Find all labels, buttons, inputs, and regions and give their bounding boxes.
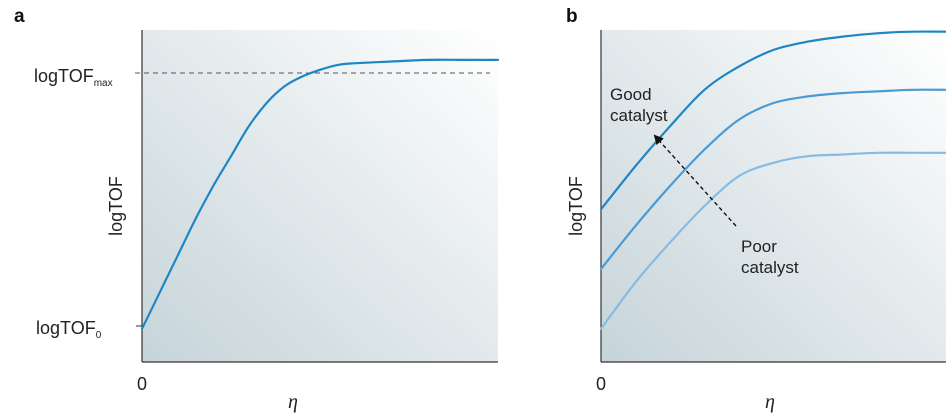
panel-b-x-tick-label-0: 0: [596, 374, 606, 394]
panel-a-plot-background: [142, 30, 498, 362]
panel-b-x-axis-title: η: [765, 391, 775, 413]
panel-b-series-line-3: [599, 151, 946, 330]
panel-a-y-tick-label-0: logTOF0: [36, 318, 102, 341]
panel-b-y-axis-title: logTOF: [566, 176, 586, 236]
panel-a-y-axis-title: logTOF: [106, 176, 126, 236]
panel-a-x-tick-label-0: 0: [137, 374, 147, 394]
panel-a-series-line-1: [140, 58, 500, 330]
panel-a-y-tick-label-max: logTOFmax: [34, 66, 113, 89]
panel-b-plot-background: [601, 30, 946, 362]
good-catalyst-label-line2: catalyst: [610, 106, 668, 125]
good-catalyst-label-line1: Good: [610, 85, 652, 104]
panel-a-letter: a: [14, 6, 25, 27]
panel-a: a logTOFmax logTOF0 logTOF 0 η: [14, 6, 500, 413]
panel-a-series-group: [140, 58, 500, 330]
panel-b-letter: b: [566, 6, 578, 27]
panel-a-x-axis-title: η: [288, 391, 298, 413]
improvement-arrow: [653, 134, 737, 227]
poor-catalyst-label-line2: catalyst: [741, 258, 799, 277]
panel-b: b logTOF 0 η Good catalyst Poor catalyst: [566, 6, 946, 413]
poor-catalyst-label-line1: Poor: [741, 237, 777, 256]
panel-b-series-line-2: [599, 88, 946, 271]
